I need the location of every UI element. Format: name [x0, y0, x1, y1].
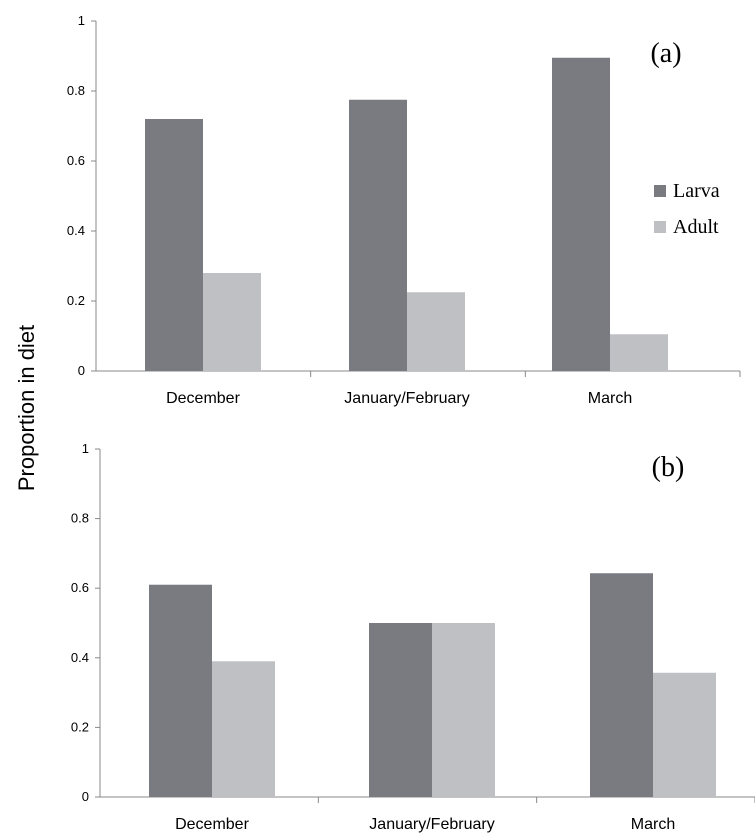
- y-tick-label: 1: [78, 13, 85, 28]
- bar-larva-3: [590, 573, 653, 797]
- x-category-label: March: [631, 816, 675, 833]
- y-tick-label: 1: [82, 441, 89, 456]
- chart-panel-b: 0 0.2 0.4 0.6 0.8 1 December January/February Ma…: [71, 441, 755, 833]
- chart-panel-a: 0 0.2 0.4 0.6 0.8 1 December January/February Ma…: [67, 13, 741, 407]
- bar-adult-1: [212, 661, 275, 797]
- y-tick-label: 0: [78, 363, 85, 378]
- y-tick-label: 0: [82, 789, 89, 804]
- legend-swatch-larva: [654, 185, 666, 197]
- x-category-label: December: [166, 390, 240, 407]
- y-tick-label: 0.6: [71, 580, 89, 595]
- y-tick-label: 0.8: [71, 511, 89, 526]
- bar-larva-1: [149, 584, 212, 797]
- legend-label-larva: Larva: [673, 180, 720, 202]
- x-category-label: December: [175, 816, 249, 833]
- legend: Larva Adult: [654, 180, 720, 238]
- y-axis-label: Proportion in diet: [14, 325, 39, 491]
- bar-adult-2: [432, 623, 495, 797]
- bar-larva-3: [552, 57, 610, 371]
- legend-swatch-adult: [654, 221, 666, 233]
- bar-larva-1: [145, 119, 203, 371]
- x-category-label: January/February: [344, 390, 469, 407]
- y-tick-label: 0.8: [67, 83, 85, 98]
- panel-label: (b): [652, 452, 685, 483]
- x-category-label: March: [588, 390, 632, 407]
- bar-larva-2: [349, 99, 407, 371]
- bar-adult-3: [610, 334, 668, 371]
- y-tick-label: 0.4: [67, 223, 85, 238]
- panel-label: (a): [650, 38, 681, 69]
- y-tick-label: 0.4: [71, 650, 89, 665]
- x-category-label: January/February: [369, 816, 494, 833]
- y-tick-label: 0.2: [71, 719, 89, 734]
- bar-adult-3: [653, 672, 716, 797]
- y-tick-label: 0.2: [67, 293, 85, 308]
- y-tick-label: 0.6: [67, 153, 85, 168]
- bar-adult-1: [203, 273, 261, 371]
- bar-larva-2: [369, 623, 432, 797]
- legend-label-adult: Adult: [673, 216, 719, 238]
- bar-adult-2: [407, 292, 465, 371]
